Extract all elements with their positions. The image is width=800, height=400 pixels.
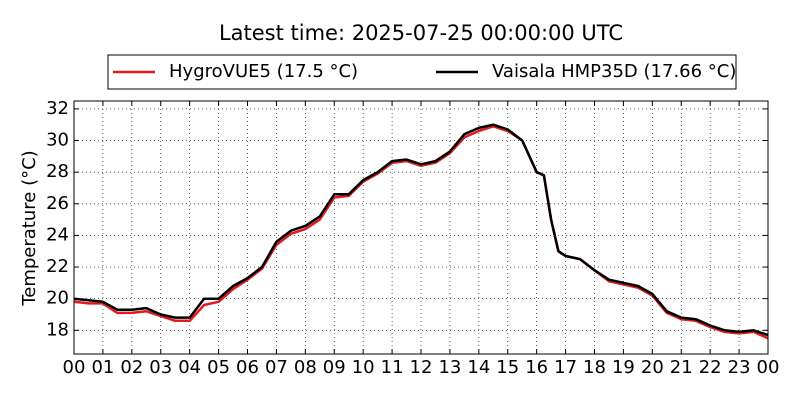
x-tick-label: 15 — [496, 357, 519, 378]
y-axis-label: Temperature (°C) — [19, 150, 40, 306]
y-tick-label: 24 — [46, 224, 69, 245]
legend-label: Vaisala HMP35D (17.66 °C) — [492, 61, 736, 82]
x-tick-label: 16 — [525, 357, 548, 378]
chart-title: Latest time: 2025-07-25 00:00:00 UTC — [219, 21, 623, 45]
y-tick-label: 28 — [46, 161, 69, 182]
x-tick-label: 22 — [699, 357, 722, 378]
x-tick-label: 05 — [207, 357, 230, 378]
x-tick-label: 06 — [236, 357, 259, 378]
x-tick-label: 07 — [265, 357, 288, 378]
x-tick-label: 23 — [728, 357, 751, 378]
x-tick-label: 00 — [757, 357, 780, 378]
x-tick-label: 10 — [352, 357, 375, 378]
x-tick-label: 00 — [63, 357, 86, 378]
x-tick-label: 08 — [294, 357, 317, 378]
x-tick-label: 01 — [91, 357, 114, 378]
x-tick-label: 17 — [554, 357, 577, 378]
y-tick-label: 30 — [46, 130, 69, 151]
x-tick-label: 14 — [467, 357, 490, 378]
legend-label: HygroVUE5 (17.5 °C) — [169, 61, 358, 82]
series-line — [73, 123, 769, 337]
x-tick-label: 21 — [670, 357, 693, 378]
y-tick-label: 18 — [46, 319, 69, 340]
x-tick-label: 02 — [120, 357, 143, 378]
x-tick-label: 09 — [323, 357, 346, 378]
x-tick-label: 20 — [641, 357, 664, 378]
x-tick-label: 12 — [410, 357, 433, 378]
x-tick-label: 18 — [583, 357, 606, 378]
y-tick-label: 20 — [46, 288, 69, 309]
y-tick-label: 32 — [46, 98, 69, 119]
x-tick-label: 04 — [178, 357, 201, 378]
legend — [107, 54, 737, 90]
x-tick-label: 13 — [438, 357, 461, 378]
plot-frame — [73, 100, 769, 355]
y-tick-label: 26 — [46, 193, 69, 214]
x-tick-label: 19 — [612, 357, 635, 378]
x-tick-label: 03 — [149, 357, 172, 378]
y-tick-label: 22 — [46, 256, 69, 277]
series-line — [73, 125, 769, 340]
x-tick-label: 11 — [381, 357, 404, 378]
